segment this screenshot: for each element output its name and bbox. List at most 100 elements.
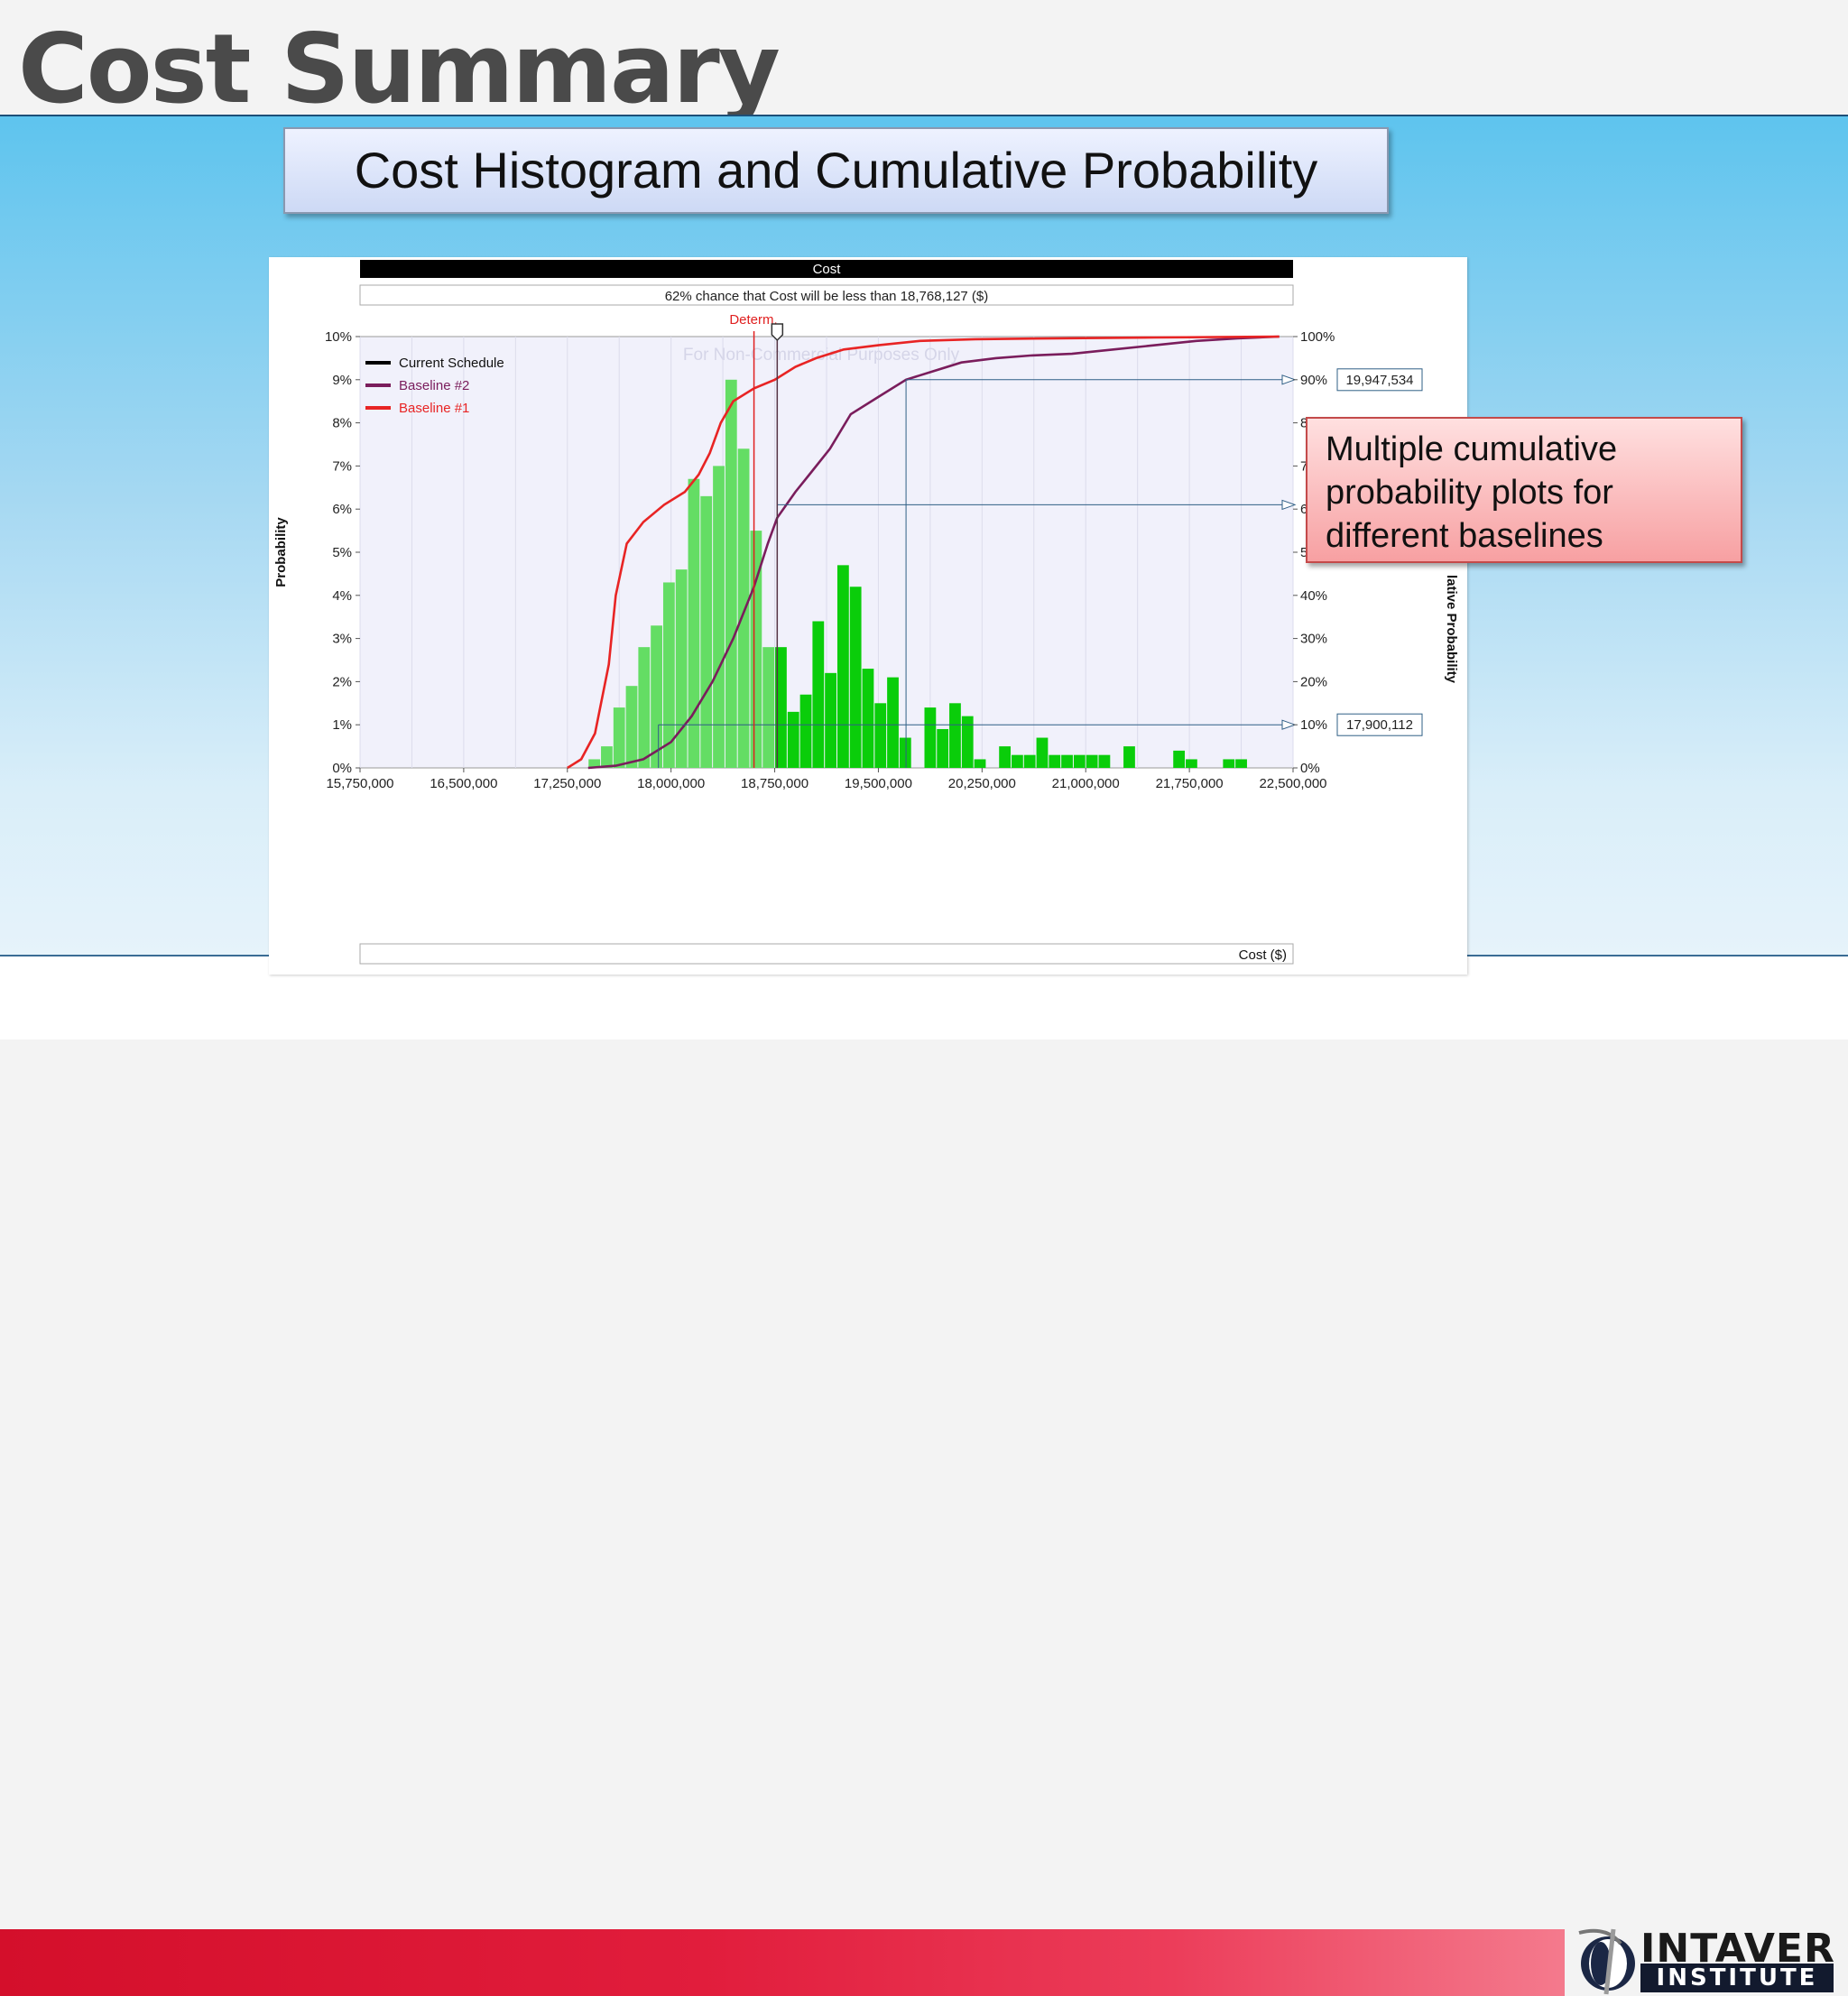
histogram-bar bbox=[812, 621, 825, 768]
y2-axis-label: lative Probability bbox=[1444, 575, 1459, 684]
histogram-bar bbox=[874, 703, 887, 768]
histogram-bar bbox=[737, 448, 750, 768]
cost-histogram-chart: Cost 62% chance that Cost will be less t… bbox=[273, 260, 1459, 965]
histogram-bar bbox=[1223, 759, 1235, 768]
histogram-bar bbox=[961, 716, 974, 768]
slide-header: Cost Summary bbox=[0, 0, 1848, 125]
histogram-bar bbox=[825, 672, 836, 768]
histogram-bar bbox=[651, 625, 662, 768]
histogram-bar bbox=[924, 707, 937, 768]
chart-panel: Cost 62% chance that Cost will be less t… bbox=[269, 257, 1467, 975]
y-tick-label: 6% bbox=[332, 502, 352, 517]
legend-current-schedule: Current Schedule bbox=[399, 356, 504, 371]
histogram-bar bbox=[688, 478, 700, 768]
chart-title-bar bbox=[360, 260, 1293, 278]
threshold-arrow bbox=[1281, 499, 1297, 511]
histogram-bar bbox=[700, 495, 713, 768]
x-axis-label-box bbox=[359, 943, 1294, 965]
cumulative-lines bbox=[567, 335, 1280, 770]
subtitle-banner: Cost Histogram and Cumulative Probabilit… bbox=[283, 127, 1389, 214]
determ-label: Determ. bbox=[729, 312, 777, 328]
histogram-bar bbox=[937, 728, 949, 768]
legend-baseline-1: Baseline #1 bbox=[399, 401, 469, 416]
x-tick-label: 21,750,000 bbox=[1156, 776, 1224, 791]
legend-baseline-2: Baseline #2 bbox=[399, 378, 469, 393]
histogram-bar bbox=[787, 711, 799, 768]
histogram-bar bbox=[713, 466, 725, 768]
y-tick-label: 0% bbox=[332, 761, 352, 776]
intaver-logo-icon bbox=[1578, 1928, 1635, 1995]
histogram-bar bbox=[999, 746, 1012, 768]
histogram-bar bbox=[836, 565, 849, 768]
slider-handle[interactable] bbox=[771, 323, 784, 342]
histogram-bar bbox=[762, 647, 775, 768]
histogram-bar bbox=[662, 582, 675, 768]
y2-tick-label: 30% bbox=[1300, 632, 1327, 647]
y2-tick-label: 90% bbox=[1300, 373, 1327, 388]
cumulative-line bbox=[567, 335, 1280, 770]
intaver-logo: INTAVER INSTITUTE bbox=[1570, 1922, 1841, 1995]
x-tick-label: 22,500,000 bbox=[1259, 776, 1326, 791]
histogram-bar bbox=[775, 647, 787, 768]
histogram-bar bbox=[1073, 754, 1086, 768]
x-tick-label: 15,750,000 bbox=[326, 776, 393, 791]
x-tick-label: 18,000,000 bbox=[637, 776, 705, 791]
x-tick-label: 18,750,000 bbox=[741, 776, 808, 791]
y-tick-label: 2% bbox=[332, 674, 352, 689]
chart-watermark: For Non-Commercial Purposes Only bbox=[683, 346, 960, 365]
x-tick-label: 17,250,000 bbox=[533, 776, 601, 791]
histogram-bar bbox=[1012, 754, 1023, 768]
threshold-value-box bbox=[1336, 713, 1423, 736]
y2-tick-label: 0% bbox=[1300, 761, 1320, 776]
histogram-bar bbox=[899, 737, 911, 768]
x-tick-label: 21,000,000 bbox=[1052, 776, 1120, 791]
histogram-bar bbox=[638, 647, 651, 768]
footer-red-band bbox=[0, 1929, 1565, 1996]
x-axis-label: Cost ($) bbox=[1239, 947, 1287, 963]
histogram-bar bbox=[613, 707, 625, 768]
y-tick-label: 8% bbox=[332, 416, 352, 431]
histogram-bar bbox=[1235, 759, 1247, 768]
chart-subtitle-box bbox=[359, 284, 1294, 306]
chart-title: Cost bbox=[813, 262, 842, 277]
histogram-bar bbox=[1049, 754, 1061, 768]
x-tick-label: 20,250,000 bbox=[948, 776, 1016, 791]
header-divider bbox=[0, 115, 1848, 116]
histogram-bar bbox=[625, 686, 638, 768]
y-tick-label: 3% bbox=[332, 632, 352, 647]
histogram-bar bbox=[949, 703, 961, 768]
y-tick-label: 9% bbox=[332, 373, 352, 388]
histogram-bar bbox=[1173, 750, 1186, 768]
y-tick-label: 4% bbox=[332, 588, 352, 604]
y-tick-label: 5% bbox=[332, 545, 352, 560]
histogram-bar bbox=[887, 677, 899, 768]
slide-title: Cost Summary bbox=[18, 14, 781, 125]
histogram-bar bbox=[799, 694, 812, 768]
y2-tick-label: 20% bbox=[1300, 674, 1327, 689]
x-tick-label: 16,500,000 bbox=[430, 776, 497, 791]
histogram-bar bbox=[974, 759, 986, 768]
histogram-bar bbox=[1098, 754, 1111, 768]
x-tick-label: 19,500,000 bbox=[845, 776, 912, 791]
threshold-value-label: 17,900,112 bbox=[1346, 717, 1413, 733]
subtitle-text: Cost Histogram and Cumulative Probabilit… bbox=[354, 142, 1318, 199]
grid-lines bbox=[359, 337, 1294, 768]
y-axis-label: Probability bbox=[273, 517, 289, 587]
y2-tick-label: 10% bbox=[1300, 717, 1327, 733]
histogram-bar bbox=[588, 759, 601, 768]
histogram-bar bbox=[1023, 754, 1036, 768]
histogram-bar bbox=[862, 669, 874, 768]
chart-markers bbox=[658, 323, 1297, 768]
histogram-bar bbox=[725, 379, 737, 768]
histogram-bar bbox=[675, 569, 688, 768]
cumulative-line bbox=[587, 335, 1280, 770]
threshold-arrow bbox=[1281, 719, 1297, 730]
histogram-bar bbox=[1036, 737, 1049, 768]
histogram-bar bbox=[1186, 759, 1197, 768]
threshold-arrow bbox=[1281, 374, 1297, 385]
y-tick-label: 1% bbox=[332, 717, 352, 733]
histogram-bar bbox=[1061, 754, 1073, 768]
chart-subtitle: 62% chance that Cost will be less than 1… bbox=[665, 289, 989, 304]
logo-text-institute: INSTITUTE bbox=[1640, 1964, 1834, 1992]
y-tick-label: 7% bbox=[332, 458, 352, 474]
